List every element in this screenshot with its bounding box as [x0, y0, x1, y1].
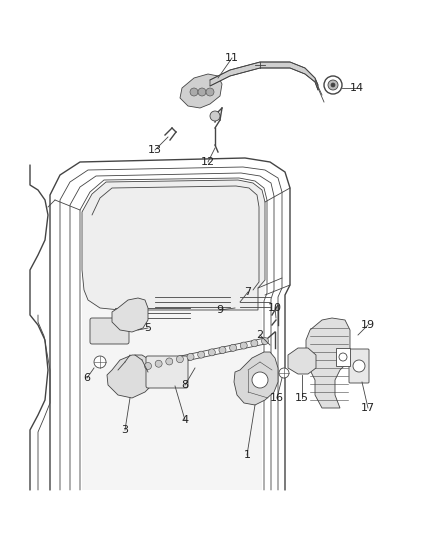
Text: 11: 11 — [225, 53, 239, 63]
Circle shape — [187, 353, 194, 360]
FancyBboxPatch shape — [146, 356, 188, 388]
Circle shape — [324, 76, 342, 94]
Circle shape — [230, 344, 237, 351]
Circle shape — [145, 362, 152, 369]
Text: 13: 13 — [148, 145, 162, 155]
Circle shape — [177, 356, 184, 362]
Text: 9: 9 — [216, 305, 223, 315]
Polygon shape — [288, 348, 316, 374]
Circle shape — [190, 88, 198, 96]
Text: 17: 17 — [361, 403, 375, 413]
Circle shape — [240, 342, 247, 349]
Text: 8: 8 — [181, 380, 189, 390]
Polygon shape — [82, 180, 265, 310]
Text: 3: 3 — [121, 425, 128, 435]
Circle shape — [252, 372, 268, 388]
Polygon shape — [82, 180, 265, 490]
Text: 12: 12 — [201, 157, 215, 167]
Circle shape — [331, 83, 335, 87]
Text: 19: 19 — [361, 320, 375, 330]
Circle shape — [210, 111, 220, 121]
Polygon shape — [306, 318, 350, 408]
Circle shape — [198, 351, 205, 358]
Text: 7: 7 — [244, 287, 251, 297]
Circle shape — [251, 340, 258, 347]
Circle shape — [328, 80, 338, 90]
Circle shape — [339, 353, 347, 361]
Circle shape — [219, 346, 226, 353]
Circle shape — [353, 360, 365, 372]
Circle shape — [206, 88, 214, 96]
Polygon shape — [107, 355, 155, 398]
Circle shape — [208, 349, 215, 356]
Circle shape — [198, 88, 206, 96]
Circle shape — [261, 337, 268, 344]
FancyBboxPatch shape — [349, 349, 369, 383]
Text: 10: 10 — [268, 303, 282, 313]
Circle shape — [279, 368, 289, 378]
Text: 2: 2 — [256, 330, 264, 340]
Text: 6: 6 — [84, 373, 91, 383]
Text: 15: 15 — [295, 393, 309, 403]
Polygon shape — [112, 298, 148, 332]
Polygon shape — [180, 74, 222, 108]
Text: 4: 4 — [181, 415, 189, 425]
Circle shape — [155, 360, 162, 367]
Text: 16: 16 — [270, 393, 284, 403]
Circle shape — [94, 356, 106, 368]
FancyBboxPatch shape — [90, 318, 129, 344]
Circle shape — [166, 358, 173, 365]
Text: 1: 1 — [244, 450, 251, 460]
FancyBboxPatch shape — [336, 348, 350, 366]
Polygon shape — [234, 352, 278, 405]
Text: 5: 5 — [145, 323, 152, 333]
Text: 14: 14 — [350, 83, 364, 93]
Polygon shape — [210, 62, 318, 90]
